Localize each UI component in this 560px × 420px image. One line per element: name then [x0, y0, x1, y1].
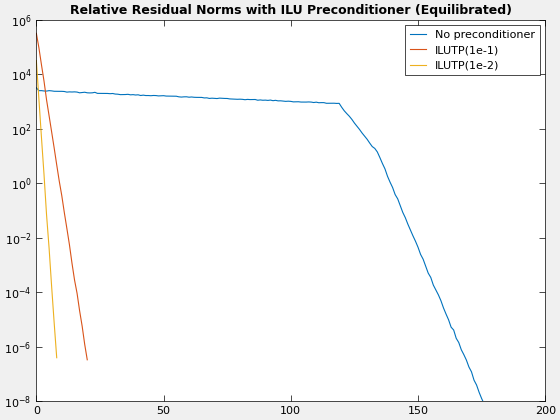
ILUTP(1e-1): [53, 163, 60, 168]
Line: ILUTP(1e-1): ILUTP(1e-1): [36, 33, 87, 360]
ILUTP(1e-2): [53, 355, 60, 360]
ILUTP(1e-1): [74, 291, 81, 296]
No preconditioner: [247, 97, 254, 102]
ILUTP(1e-1): [38, 62, 45, 67]
No preconditioner: [33, 85, 40, 90]
ILUTP(1e-2): [33, 58, 40, 63]
ILUTP(1e-1): [33, 31, 40, 36]
ILUTP(1e-2): [43, 212, 50, 217]
ILUTP(1e-2): [46, 246, 53, 251]
ILUTP(1e-1): [79, 324, 86, 329]
Line: ILUTP(1e-2): ILUTP(1e-2): [36, 60, 57, 358]
ILUTP(1e-1): [71, 278, 78, 283]
ILUTP(1e-1): [76, 308, 83, 313]
ILUTP(1e-1): [43, 97, 50, 102]
Line: No preconditioner: No preconditioner: [36, 88, 502, 420]
No preconditioner: [191, 95, 198, 100]
ILUTP(1e-2): [41, 172, 48, 177]
ILUTP(1e-1): [84, 357, 91, 362]
ILUTP(1e-1): [58, 193, 65, 198]
ILUTP(1e-1): [81, 342, 88, 347]
Legend: No preconditioner, ILUTP(1e-1), ILUTP(1e-2): No preconditioner, ILUTP(1e-1), ILUTP(1e…: [405, 25, 540, 75]
ILUTP(1e-1): [51, 145, 58, 150]
ILUTP(1e-1): [41, 79, 48, 84]
ILUTP(1e-1): [48, 129, 55, 134]
ILUTP(1e-1): [66, 242, 73, 247]
ILUTP(1e-1): [63, 226, 70, 231]
ILUTP(1e-1): [35, 45, 42, 50]
ILUTP(1e-1): [46, 113, 53, 118]
No preconditioner: [214, 96, 221, 101]
ILUTP(1e-2): [38, 135, 45, 140]
ILUTP(1e-2): [48, 284, 55, 289]
Title: Relative Residual Norms with ILU Preconditioner (Equilibrated): Relative Residual Norms with ILU Precond…: [70, 4, 512, 17]
ILUTP(1e-2): [35, 97, 42, 102]
ILUTP(1e-1): [56, 178, 63, 184]
No preconditioner: [486, 414, 493, 419]
ILUTP(1e-1): [61, 210, 68, 215]
ILUTP(1e-1): [69, 261, 76, 266]
ILUTP(1e-2): [51, 320, 58, 326]
No preconditioner: [38, 88, 45, 93]
